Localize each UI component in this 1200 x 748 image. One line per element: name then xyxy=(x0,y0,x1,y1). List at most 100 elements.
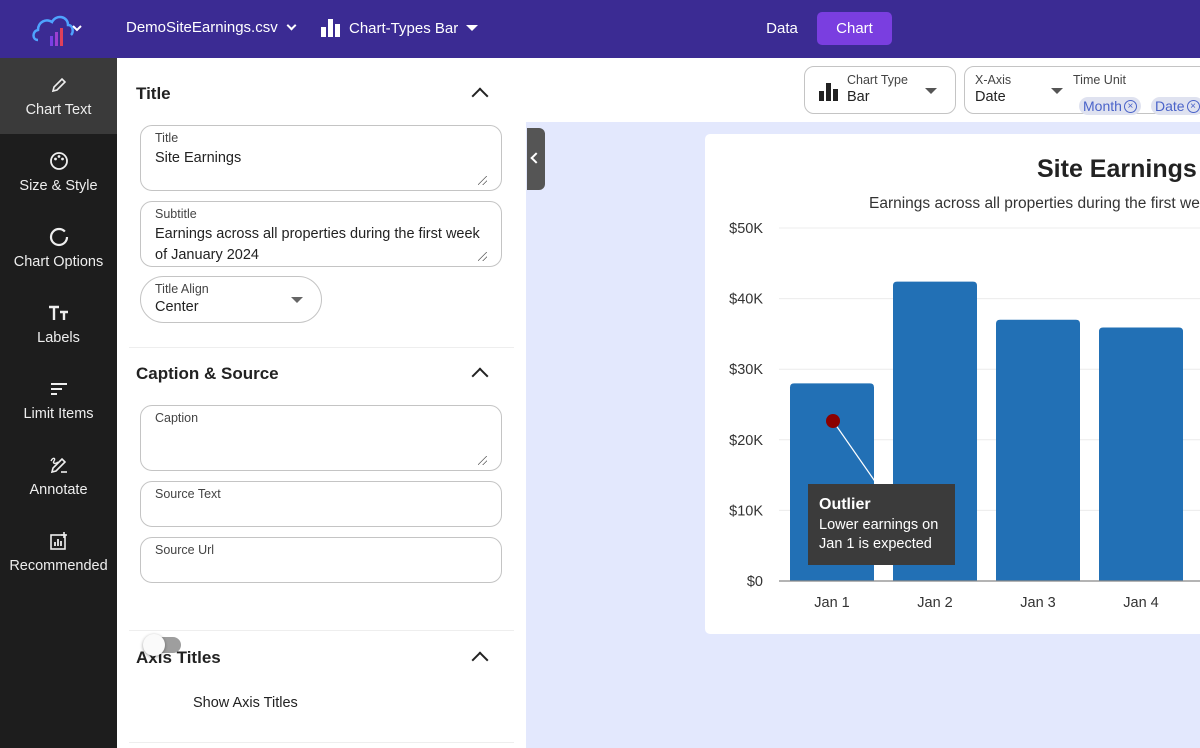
chart-type-menu[interactable]: Chart-Types Bar xyxy=(321,19,479,37)
sidebar-item-label: Size & Style xyxy=(19,178,98,194)
chip-label: Date xyxy=(1155,98,1185,114)
title-field[interactable]: Title Site Earnings xyxy=(140,125,502,191)
chart-text-panel: Title Title Site Earnings Subtitle Earni… xyxy=(117,58,526,748)
bar-chart-icon xyxy=(321,19,341,37)
time-unit-chip-month[interactable]: Month × xyxy=(1079,97,1141,115)
chevron-down-icon xyxy=(286,20,297,31)
chart-type-value: Bar xyxy=(847,89,870,105)
chip-label: Month xyxy=(1083,98,1122,114)
sidebar-item-limit-items[interactable]: Limit Items xyxy=(0,362,117,438)
sidebar-item-chart-options[interactable]: Chart Options xyxy=(0,210,117,286)
y-tick-label: $20K xyxy=(729,433,763,449)
toggle-knob xyxy=(143,634,165,656)
sidebar-item-size-style[interactable]: Size & Style xyxy=(0,134,117,210)
sidebar-item-chart-text[interactable]: Chart Text xyxy=(0,58,117,134)
x-axis-select[interactable]: X-Axis Date Time Unit Month × Date × xyxy=(964,66,1200,115)
sidebar-item-recommended[interactable]: Recommended xyxy=(0,514,117,590)
bar xyxy=(1099,327,1183,581)
bar-chart-icon xyxy=(819,83,839,101)
sidebar-item-label: Chart Text xyxy=(25,102,92,118)
caption-field[interactable]: Caption xyxy=(140,405,502,471)
subtitle-field[interactable]: Subtitle Earnings across all properties … xyxy=(140,201,502,267)
caret-down-icon xyxy=(291,297,303,303)
chevron-up-icon[interactable] xyxy=(471,87,489,105)
time-unit-label: Time Unit xyxy=(1073,73,1127,87)
section-divider xyxy=(129,630,514,631)
close-icon[interactable]: × xyxy=(1123,99,1137,113)
collapse-panel-button[interactable] xyxy=(527,128,545,190)
caret-down-icon xyxy=(1051,88,1063,94)
sidebar-item-label: Annotate xyxy=(29,482,88,498)
sidebar-item-labels[interactable]: Labels xyxy=(0,286,117,362)
x-tick-label: Jan 1 xyxy=(814,595,849,611)
file-select[interactable]: DemoSiteEarnings.csv xyxy=(126,19,297,36)
x-axis-value: Date xyxy=(975,89,1006,105)
caret-down-icon xyxy=(925,88,937,94)
title-align-value: Center xyxy=(155,299,199,315)
text-size-icon xyxy=(48,302,70,324)
x-tick-label: Jan 3 xyxy=(1020,595,1055,611)
palette-icon xyxy=(48,150,70,172)
sidebar: Chart Text Size & Style Chart Options La… xyxy=(0,58,117,748)
x-tick-label: Jan 4 xyxy=(1123,595,1158,611)
chart-plus-icon xyxy=(48,530,70,552)
top-bar: DemoSiteEarnings.csv Chart-Types Bar Dat… xyxy=(0,0,1200,58)
annotation-title: Outlier xyxy=(819,496,871,513)
y-tick-label: $0 xyxy=(747,574,763,590)
cloud-chart-logo-icon[interactable] xyxy=(30,10,82,50)
chevron-up-icon[interactable] xyxy=(471,651,489,669)
annotation-point xyxy=(826,414,840,428)
resize-grip-icon[interactable] xyxy=(478,176,487,185)
chart-type-select[interactable]: Chart Type Bar xyxy=(804,66,956,114)
sidebar-item-label: Chart Options xyxy=(13,254,104,270)
sidebar-item-label: Limit Items xyxy=(23,406,94,422)
sidebar-item-annotate[interactable]: Annotate xyxy=(0,438,117,514)
title-align-label: Title Align xyxy=(155,282,209,296)
source-text-field[interactable]: Source Text xyxy=(140,481,502,527)
time-unit-chip-date[interactable]: Date × xyxy=(1151,97,1200,115)
chart-toolbar: Chart Type Bar X-Axis Date Time Unit Mon… xyxy=(526,58,1200,122)
y-tick-label: $40K xyxy=(729,292,763,308)
subtitle-field-label: Subtitle xyxy=(155,207,197,221)
show-axis-titles-toggle[interactable] xyxy=(143,634,181,656)
close-icon[interactable]: × xyxy=(1186,99,1200,113)
section-divider xyxy=(129,742,514,743)
pencil-icon xyxy=(48,74,70,96)
chart-card: Site Earnings Earnings across all proper… xyxy=(705,134,1200,634)
caption-section-heading: Caption & Source xyxy=(136,364,279,383)
chart-title: Site Earnings xyxy=(1037,155,1197,183)
sidebar-item-label: Labels xyxy=(37,330,80,346)
chart-type-menu-label: Chart-Types Bar xyxy=(349,19,459,37)
y-tick-label: $50K xyxy=(729,221,763,237)
sidebar-item-label: Recommended xyxy=(9,558,108,574)
show-axis-titles-label: Show Axis Titles xyxy=(193,695,298,711)
bar xyxy=(996,319,1080,581)
resize-grip-icon[interactable] xyxy=(478,252,487,261)
caption-field-label: Caption xyxy=(155,411,199,425)
title-field-value: Site Earnings xyxy=(155,150,242,166)
file-name: DemoSiteEarnings.csv xyxy=(126,19,278,36)
circle-icon xyxy=(48,226,70,248)
y-tick-label: $10K xyxy=(729,503,763,519)
bar-chart: $0 $10K $20K $30K $40K $50K Jan 1 Jan 2 Jan 3 Jan… xyxy=(729,221,1200,611)
filter-lines-icon xyxy=(48,378,70,400)
x-axis-label: X-Axis xyxy=(975,73,1012,87)
resize-grip-icon[interactable] xyxy=(478,456,487,465)
nav-chart-button[interactable]: Chart xyxy=(817,12,892,45)
annotation-box xyxy=(808,484,955,565)
subtitle-field-value: Earnings across all properties during th… xyxy=(155,226,480,263)
y-tick-label: $30K xyxy=(729,362,763,378)
annotation-text: Jan 1 is expected xyxy=(819,536,932,552)
annotation-connector xyxy=(832,420,882,491)
title-align-select[interactable]: Title Align Center xyxy=(140,276,322,323)
title-section-heading: Title xyxy=(136,84,171,103)
chevron-up-icon[interactable] xyxy=(471,367,489,385)
source-text-label: Source Text xyxy=(155,487,221,501)
annotation-text: Lower earnings on xyxy=(819,517,938,533)
source-url-label: Source Url xyxy=(155,543,215,557)
draw-icon xyxy=(48,454,70,476)
x-tick-label: Jan 2 xyxy=(917,595,952,611)
source-url-field[interactable]: Source Url xyxy=(140,537,502,583)
nav-data-button[interactable]: Data xyxy=(766,19,798,37)
section-divider xyxy=(129,347,514,348)
